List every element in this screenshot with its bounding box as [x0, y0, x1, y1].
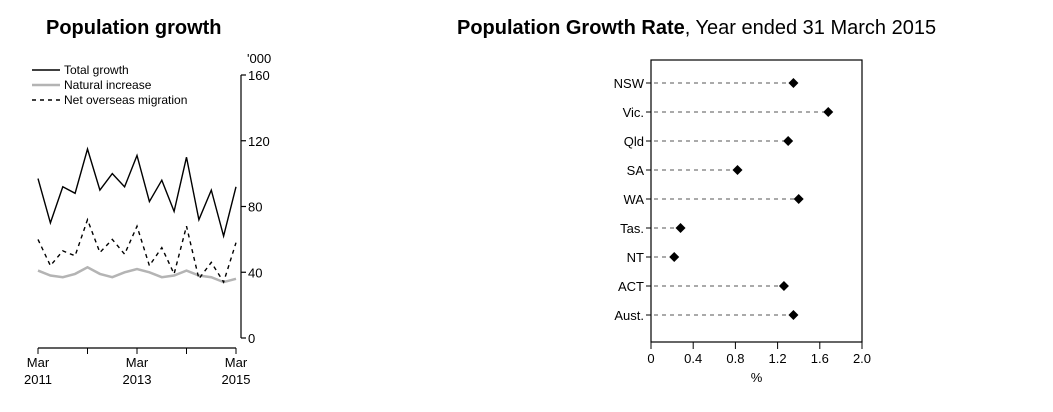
x-tick-label: Mar 2013 — [123, 355, 152, 387]
y-tick-label: WA — [624, 192, 645, 207]
data-point — [675, 223, 686, 233]
y-tick-label: 160 — [248, 68, 270, 83]
data-point — [823, 107, 834, 117]
x-tick-label: Mar 2015 — [222, 355, 251, 387]
y-tick-label: 80 — [248, 200, 262, 215]
y-tick-label: NT — [627, 250, 644, 265]
chart-title: Population Growth Rate, Year ended 31 Ma… — [457, 17, 936, 39]
x-axis-label: % — [751, 370, 763, 385]
legend-label: Natural increase — [64, 78, 152, 92]
y-tick-label: NSW — [614, 76, 645, 91]
y-unit-label: '000 — [247, 51, 271, 66]
y-tick-label: ACT — [618, 279, 644, 294]
y-tick-label: 120 — [248, 134, 270, 149]
x-tick-label: 1.2 — [769, 351, 787, 366]
legend-label: Net overseas migration — [64, 93, 187, 107]
series-line — [37, 265, 237, 284]
chart-title-main: Population Growth Rate — [457, 17, 685, 39]
points-layer — [654, 78, 834, 320]
data-point — [788, 310, 799, 320]
x-tick-label: 0.8 — [726, 351, 744, 366]
x-tick-label: Mar 2011 — [24, 355, 52, 387]
series-layer — [37, 146, 237, 284]
population-growth-rate-chart: Population Growth Rate, Year ended 31 Ma… — [457, 17, 936, 385]
y-tick-label: Qld — [624, 134, 644, 149]
y-tick-label: Tas. — [620, 221, 644, 236]
chart-subtitle: , Year ended 31 March 2015 — [685, 17, 936, 39]
legend-label: Total growth — [64, 63, 129, 77]
data-point — [783, 136, 794, 146]
x-tick-label: 0.4 — [684, 351, 702, 366]
x-tick-label: 1.6 — [811, 351, 829, 366]
plot-frame — [650, 59, 863, 343]
axes: 0 40 80 120 160 '000 Mar 2011 Mar 2013 Mar 2015 — [24, 51, 271, 387]
data-point — [788, 78, 799, 88]
x-tick-label: 0 — [647, 351, 654, 366]
x-tick-label: 2.0 — [853, 351, 871, 366]
data-point — [732, 165, 743, 175]
series-line — [37, 217, 237, 284]
y-tick-label: 0 — [248, 331, 255, 346]
y-tick-label: 40 — [248, 265, 262, 280]
series-line — [37, 146, 237, 239]
y-tick-label: Vic. — [623, 105, 644, 120]
axes: 0 0.4 0.8 1.2 1.6 2.0% NSW Vic. Qld SA WA Tas. NT ACT… — [614, 59, 871, 385]
y-tick-label: SA — [627, 163, 645, 178]
data-point — [778, 281, 789, 291]
y-tick-label: Aust. — [614, 308, 644, 323]
data-point — [793, 194, 804, 204]
chart-title: Population growth — [46, 17, 222, 39]
data-point — [669, 252, 680, 262]
